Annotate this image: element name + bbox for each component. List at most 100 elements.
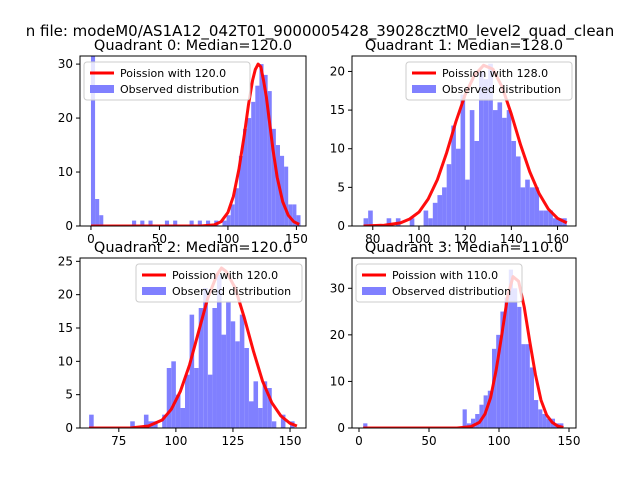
histogram-bar	[511, 141, 516, 226]
x-tick-label: 120	[454, 232, 477, 246]
plot-area	[90, 56, 301, 226]
histogram-bar	[492, 348, 497, 428]
y-tick-label: 15	[58, 321, 73, 335]
quadrant-2-panel: 75 100 125 150 0 5 10 15 20 25 Quadrant 2: Median=…	[58, 240, 307, 448]
legend-box	[405, 61, 573, 101]
legend-hist-swatch	[142, 287, 166, 295]
histogram-bar	[162, 414, 167, 428]
x-tick-label: 160	[546, 232, 569, 246]
histogram-bar	[234, 188, 239, 226]
legend-box	[355, 263, 523, 303]
histogram-bar	[548, 210, 553, 226]
legend-hist-swatch	[362, 287, 386, 295]
histogram-bar	[409, 218, 415, 226]
histogram-bar	[513, 288, 518, 428]
histogram-bar	[90, 56, 96, 226]
subplot-title: Quadrant 3: Median=110.0	[365, 240, 563, 256]
legend-hist-swatch	[412, 85, 436, 93]
histogram-bar	[428, 218, 433, 226]
histogram-bar	[89, 414, 94, 428]
histogram-bar	[506, 110, 512, 226]
histogram-bar	[189, 314, 195, 428]
histogram-bar	[543, 210, 549, 226]
histogram-bar	[497, 102, 503, 226]
histogram-bar	[140, 220, 145, 226]
histogram-bar	[492, 110, 498, 226]
histogram-bar	[529, 187, 535, 226]
histogram-bar	[244, 348, 249, 428]
histogram-bar	[203, 288, 208, 428]
plot-area	[89, 266, 298, 428]
subplot-title: Quadrant 1: Median=128.0	[365, 38, 563, 54]
histogram-bar	[230, 204, 235, 226]
legend: Poission with 110.0 Observed distribution	[355, 263, 523, 303]
histogram-bar	[173, 220, 178, 226]
histogram-bar	[483, 79, 489, 226]
histogram-bar	[469, 110, 475, 226]
x-tick-label: 150	[279, 434, 302, 448]
histogram-bar	[442, 187, 447, 226]
x-tick-label: 140	[500, 232, 523, 246]
histogram-bar	[253, 381, 259, 428]
y-tick-label: 20	[58, 111, 73, 125]
histogram-bar	[368, 210, 373, 226]
histogram-bar	[235, 341, 240, 428]
histogram-bar	[280, 414, 286, 428]
histogram-bar	[508, 269, 513, 428]
histogram-bar	[262, 381, 268, 428]
histogram-bar	[455, 148, 461, 226]
histogram-bar	[529, 367, 534, 428]
histogram-bar	[171, 361, 176, 428]
histogram-bar	[520, 187, 526, 226]
quadrant-0-panel: 0 50 100 150 0 10 20 30 Quadrant 0: Median=120.0…	[58, 38, 308, 246]
legend-label-poisson: Poission with 110.0	[392, 269, 498, 282]
histogram-bar	[534, 187, 540, 226]
x-tick-label: 80	[365, 232, 380, 246]
histogram-bar	[238, 155, 243, 226]
histogram-bar	[207, 374, 213, 428]
histogram-bar	[487, 390, 492, 428]
histogram-bar	[488, 63, 493, 226]
histogram-bar	[263, 74, 268, 226]
histogram-bar	[198, 308, 204, 428]
x-tick-label: 100	[488, 434, 511, 448]
histogram-bar	[451, 125, 456, 226]
histogram-bar	[479, 404, 484, 428]
histogram-bar	[504, 297, 509, 428]
legend: Poission with 128.0 Observed distribution	[405, 61, 573, 101]
y-tick-label: 30	[330, 281, 345, 295]
quadrant-3-panel: 0 50 100 150 0 10 20 30 Quadrant 3: Median=110.0…	[330, 240, 581, 448]
legend: Poission with 120.0 Observed distribution	[135, 263, 303, 303]
histogram-bar	[521, 344, 526, 428]
histogram-bar	[474, 141, 480, 226]
histogram-bar	[221, 334, 227, 428]
y-tick-label: 0	[337, 421, 345, 435]
y-tick-label: 20	[58, 288, 73, 302]
legend-label-observed: Observed distribution	[120, 83, 239, 96]
histogram-bar	[386, 218, 392, 226]
histogram-bar	[479, 71, 484, 226]
histogram-bar	[239, 314, 245, 428]
histogram-bar	[471, 418, 476, 428]
legend-label-observed: Observed distribution	[392, 285, 511, 298]
x-tick-label: 75	[111, 434, 126, 448]
histogram-bar	[185, 374, 190, 428]
legend: Poission with 120.0 Observed distribution	[83, 61, 251, 101]
plot-area	[363, 269, 564, 428]
figure-title: n file: modeM0/AS1A12_042T01_9000005428_…	[26, 22, 615, 41]
histogram-bar	[539, 210, 544, 226]
histogram-bar	[166, 368, 172, 428]
histogram-bar	[500, 311, 505, 428]
legend-label-poisson: Poission with 120.0	[120, 67, 226, 80]
histogram-bar	[271, 421, 277, 428]
histogram-bar	[259, 64, 264, 226]
x-tick-label: 100	[408, 232, 431, 246]
y-tick-label: 10	[330, 142, 345, 156]
histogram-bar	[284, 166, 289, 226]
histogram-bar	[363, 218, 369, 226]
histogram-bar	[148, 220, 153, 226]
histogram-bar	[230, 321, 236, 428]
x-tick-label: 50	[152, 232, 167, 246]
